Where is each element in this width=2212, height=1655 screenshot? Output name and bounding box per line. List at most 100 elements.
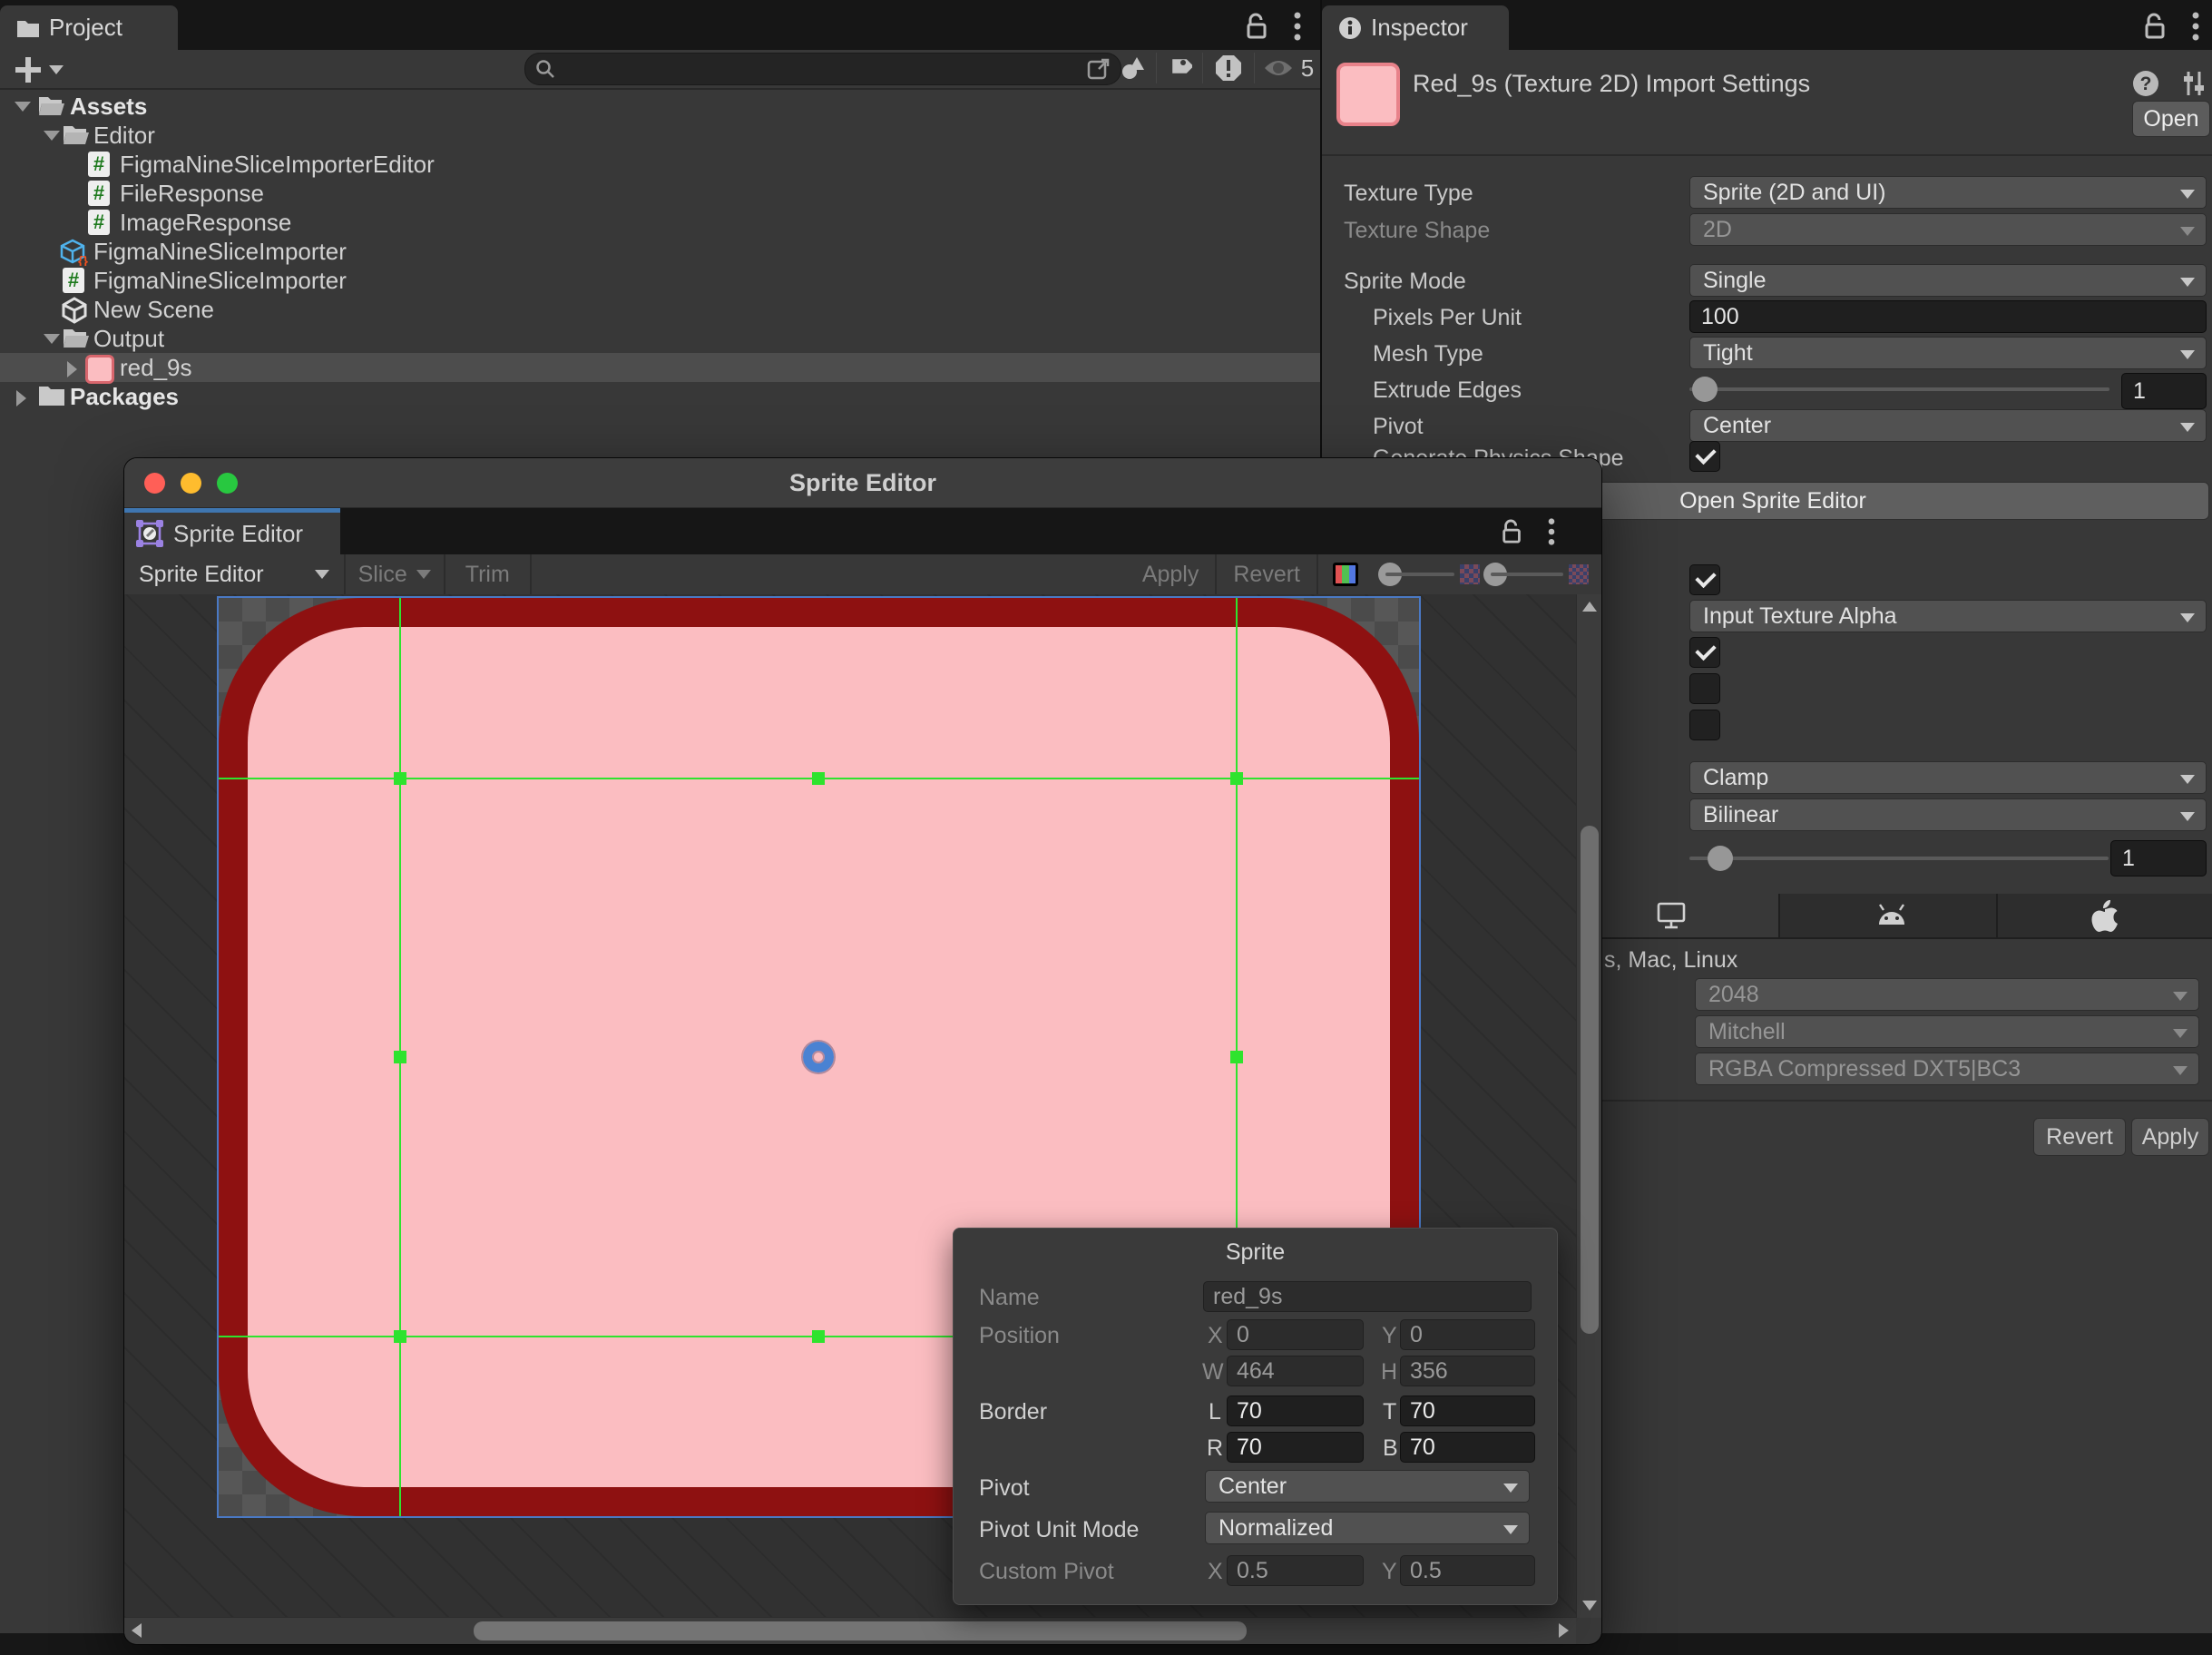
pivot-label: Pivot (1373, 414, 1424, 439)
trim-button[interactable]: Trim (465, 561, 510, 587)
tree-row[interactable]: Packages (0, 382, 1320, 411)
search-by-label-icon[interactable] (1167, 55, 1192, 81)
slice-handle[interactable] (1230, 1051, 1243, 1063)
scroll-up-arrow[interactable] (1582, 602, 1597, 612)
kebab-menu-icon[interactable] (1294, 11, 1301, 42)
slice-handle[interactable] (394, 1330, 406, 1343)
create-asset-caret-icon[interactable] (49, 65, 64, 74)
sprite-canvas[interactable] (124, 594, 1576, 1618)
presets-icon[interactable] (2179, 70, 2208, 97)
sprite-editor-titlebar[interactable]: Sprite Editor (124, 458, 1601, 508)
revert-button[interactable]: Revert (1233, 561, 1300, 587)
close-traffic-light[interactable] (144, 473, 165, 494)
tab-inspector[interactable]: Inspector (1322, 5, 1509, 50)
aniso-level-input[interactable]: 1 (2110, 840, 2207, 876)
zoom-traffic-light[interactable] (217, 473, 238, 494)
r-label: R (1207, 1435, 1224, 1461)
search-field[interactable] (524, 53, 1121, 85)
importer-warning-icon[interactable] (1214, 54, 1243, 83)
scroll-left-arrow[interactable] (132, 1623, 142, 1638)
slice-handle[interactable] (394, 772, 406, 785)
minimize-traffic-light[interactable] (181, 473, 201, 494)
tree-row[interactable]: Editor (0, 121, 1320, 150)
platform-tab-android[interactable] (1780, 894, 1998, 937)
advanced-checkbox[interactable] (1689, 710, 1720, 740)
advanced-checkbox[interactable] (1689, 673, 1720, 704)
expand-arrow-icon[interactable] (15, 102, 31, 112)
alpha-is-transparency-checkbox[interactable] (1689, 637, 1720, 668)
mesh-type-label: Mesh Type (1373, 341, 1483, 367)
filter-mode-dropdown[interactable]: Bilinear (1689, 798, 2207, 831)
vertical-scrollbar[interactable] (1576, 594, 1601, 1618)
visibility-eye-icon[interactable] (1263, 57, 1294, 79)
platform-tab-apple[interactable] (1998, 894, 2212, 937)
lock-icon[interactable] (1245, 12, 1270, 41)
open-search-window-icon[interactable] (1086, 56, 1111, 82)
open-button[interactable]: Open (2132, 101, 2210, 137)
help-icon[interactable]: ? (2132, 70, 2159, 97)
kebab-menu-icon[interactable] (2192, 11, 2199, 42)
tree-row[interactable]: {} FigmaNineSliceImporter (0, 237, 1320, 266)
color-channels-button[interactable] (1333, 563, 1358, 586)
mesh-type-dropdown[interactable]: Tight (1689, 337, 2207, 369)
slice-handle[interactable] (1230, 772, 1243, 785)
revert-button[interactable]: Revert (2033, 1118, 2126, 1156)
aniso-level-slider-knob[interactable] (1708, 846, 1733, 871)
border-bottom-input[interactable]: 70 (1400, 1432, 1535, 1463)
extrude-edges-slider[interactable] (1689, 387, 2109, 391)
tree-row-selected[interactable]: red_9s (0, 353, 1320, 384)
slice-handle[interactable] (812, 772, 825, 785)
tab-sprite-editor[interactable]: Sprite Editor (124, 508, 340, 554)
slice-handle[interactable] (394, 1051, 406, 1063)
pivot-handle[interactable] (803, 1042, 834, 1072)
slice-handle[interactable] (812, 1330, 825, 1343)
border-top-input[interactable]: 70 (1400, 1395, 1535, 1426)
expand-arrow-icon[interactable] (44, 131, 60, 141)
search-input[interactable] (556, 55, 1086, 83)
editor-mode-dropdown[interactable]: Sprite Editor (124, 562, 344, 588)
apply-button[interactable]: Apply (1141, 561, 1199, 587)
border-right-input[interactable]: 70 (1227, 1432, 1364, 1463)
expand-arrow-icon[interactable] (67, 361, 77, 377)
sprite-mode-dropdown[interactable]: Single (1689, 264, 2207, 297)
apply-button[interactable]: Apply (2131, 1118, 2209, 1156)
tree-row[interactable]: # FigmaNineSliceImporter (0, 266, 1320, 295)
pivot-dropdown[interactable]: Center (1205, 1470, 1530, 1503)
pixels-per-unit-input[interactable]: 100 (1689, 300, 2207, 333)
aniso-level-slider[interactable] (1689, 857, 2109, 860)
border-left-input[interactable]: 70 (1227, 1395, 1364, 1426)
expand-arrow-icon[interactable] (44, 334, 60, 344)
tree-row[interactable]: Output (0, 324, 1320, 353)
alpha-source-dropdown[interactable]: Input Texture Alpha (1689, 600, 2207, 632)
search-by-type-icon[interactable] (1120, 54, 1147, 82)
expand-arrow-icon[interactable] (16, 390, 26, 406)
tree-row[interactable]: Assets (0, 92, 1320, 121)
horizontal-scrollbar[interactable] (124, 1617, 1576, 1644)
texture-type-dropdown[interactable]: Sprite (2D and UI) (1689, 176, 2207, 209)
tree-row[interactable]: # FileResponse (0, 179, 1320, 208)
scroll-down-arrow[interactable] (1582, 1601, 1597, 1611)
tree-row[interactable]: # ImageResponse (0, 208, 1320, 237)
create-asset-plus-icon[interactable] (13, 54, 44, 85)
kebab-menu-icon[interactable] (1548, 517, 1555, 546)
lock-icon[interactable] (1501, 518, 1524, 545)
horizontal-scroll-thumb[interactable] (474, 1621, 1247, 1640)
pivot-dropdown[interactable]: Center (1689, 409, 2207, 442)
extrude-edges-input[interactable]: 1 (2121, 373, 2207, 409)
wrap-mode-dropdown[interactable]: Clamp (1689, 761, 2207, 794)
csharp-script-icon: # (88, 210, 110, 235)
vertical-scroll-thumb[interactable] (1581, 826, 1599, 1334)
lock-icon[interactable] (2143, 12, 2168, 41)
pivot-unit-mode-dropdown[interactable]: Normalized (1205, 1512, 1530, 1544)
slice-button[interactable]: Slice (346, 562, 444, 588)
extrude-edges-slider-knob[interactable] (1692, 377, 1718, 402)
scroll-right-arrow[interactable] (1559, 1623, 1569, 1638)
sprite-editor-tabstrip: Sprite Editor (124, 508, 1601, 554)
sprite-editor-window: Sprite Editor Sprite Editor Sprite Edito… (124, 458, 1601, 1644)
tree-row[interactable]: New Scene (0, 295, 1320, 324)
import-settings-title: Red_9s (Texture 2D) Import Settings (1413, 70, 1811, 97)
tree-row[interactable]: # FigmaNineSliceImporterEditor (0, 150, 1320, 179)
generate-physics-shape-checkbox[interactable] (1689, 441, 1720, 472)
tab-project[interactable]: Project (0, 5, 178, 50)
srgb-checkbox[interactable] (1689, 564, 1720, 595)
